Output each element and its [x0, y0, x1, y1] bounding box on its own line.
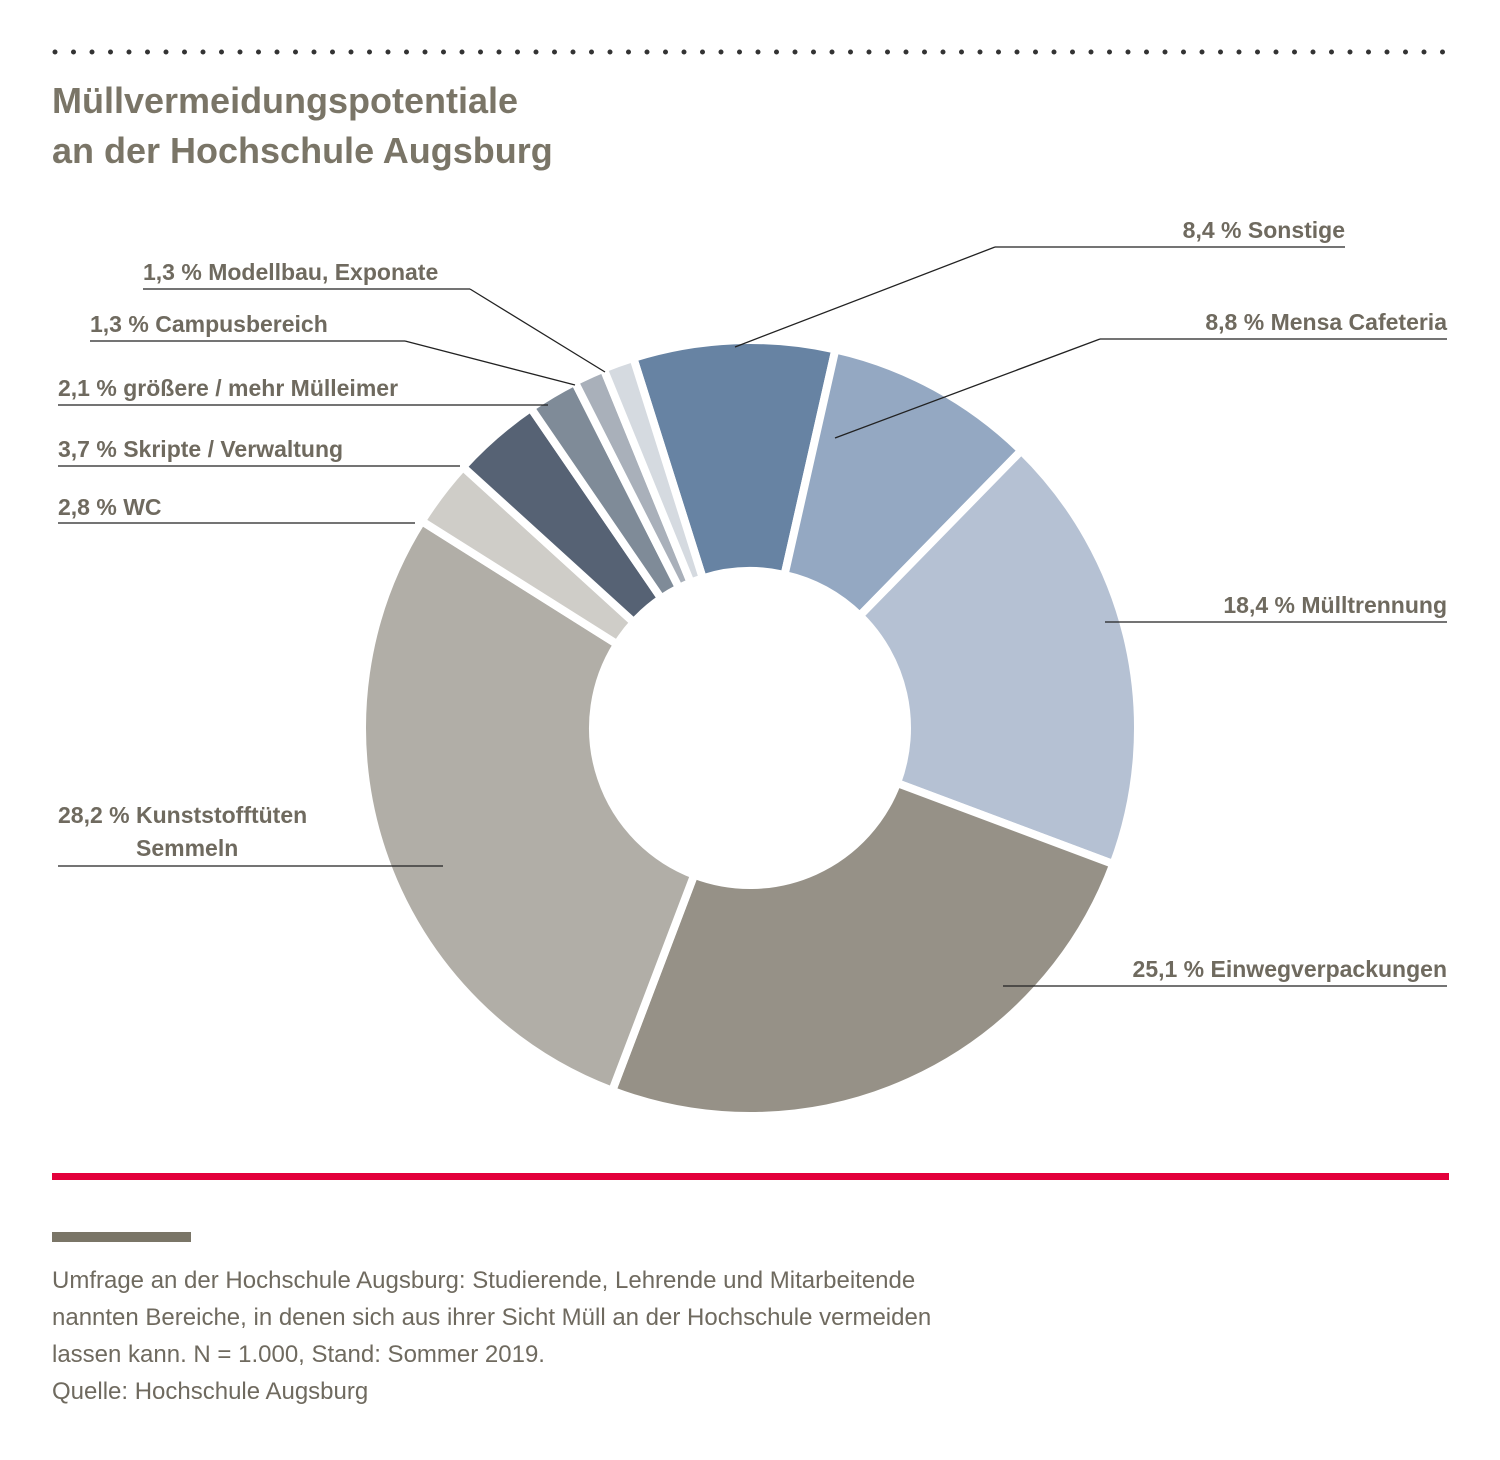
- slice-label: 1,3 % Campusbereich: [90, 308, 328, 341]
- value-label: 2,1 %: [58, 375, 117, 401]
- leader-line: [834, 338, 1101, 439]
- red-rule: [52, 1173, 1449, 1180]
- notes: Umfrage an der Hochschule Augsburg: Stud…: [52, 1262, 931, 1410]
- slice: [607, 777, 1119, 1120]
- slice-label: 2,1 % größere / mehr Mülleimer: [58, 372, 398, 405]
- note-line: nannten Bereiche, in denen sich aus ihre…: [52, 1304, 932, 1331]
- category-label: Skripte / Verwaltung: [123, 436, 344, 462]
- value-label: 28,2 %: [58, 802, 130, 828]
- slice-label: 3,7 % Skripte / Verwaltung: [58, 433, 343, 466]
- value-label: 18,4 %: [1223, 592, 1295, 618]
- category-label: Campusbereich: [155, 311, 328, 337]
- slice-label: 18,4 % Mülltrennung: [1223, 589, 1447, 622]
- slice-label: 28,2 % Kunststofftüten Semmeln: [58, 799, 307, 865]
- note-line: Quelle: Hochschule Augsburg: [52, 1378, 369, 1405]
- slice-label: 1,3 % Modellbau, Exponate: [143, 256, 438, 289]
- category-label: Mülltrennung: [1301, 592, 1447, 618]
- chart-title: Müllvermeidungspotentiale an der Hochsch…: [52, 80, 553, 171]
- category-label: Einwegverpackungen: [1210, 956, 1447, 982]
- category-label: Kunststofftüten Semmeln: [136, 802, 308, 861]
- leader-line: [469, 288, 606, 373]
- value-label: 2,8 %: [58, 494, 117, 520]
- category-label: WC: [123, 494, 162, 520]
- note-line: lassen kann. N = 1.000, Stand: Sommer 20…: [52, 1341, 545, 1368]
- slice: [358, 515, 700, 1096]
- slice-label: 8,4 % Sonstige: [1183, 214, 1345, 247]
- gray-bar: [52, 1232, 191, 1242]
- category-label: Mensa Cafeteria: [1270, 309, 1447, 335]
- leader-line: [404, 340, 576, 386]
- slice: [628, 336, 841, 584]
- category-label: größere / mehr Mülleimer: [123, 375, 399, 401]
- slice: [598, 352, 708, 588]
- category-label: Sonstige: [1247, 217, 1345, 243]
- slice: [779, 344, 1027, 622]
- slice: [854, 444, 1142, 870]
- value-label: 1,3 %: [90, 311, 149, 337]
- slice-label: 8,8 % Mensa Cafeteria: [1205, 306, 1447, 339]
- note-line: Umfrage an der Hochschule Augsburg: Stud…: [52, 1267, 916, 1294]
- value-label: 25,1 %: [1132, 956, 1205, 982]
- value-label: 8,8 %: [1205, 309, 1265, 335]
- value-label: 8,4 %: [1182, 217, 1242, 243]
- value-label: 1,3 %: [143, 259, 202, 285]
- category-label: Modellbau, Exponate: [208, 259, 439, 285]
- value-label: 3,7 %: [58, 436, 117, 462]
- slice-label: 25,1 % Einwegverpackungen: [1133, 953, 1447, 986]
- slice-label: 2,8 % WC: [58, 491, 162, 524]
- leader-line: [734, 246, 996, 348]
